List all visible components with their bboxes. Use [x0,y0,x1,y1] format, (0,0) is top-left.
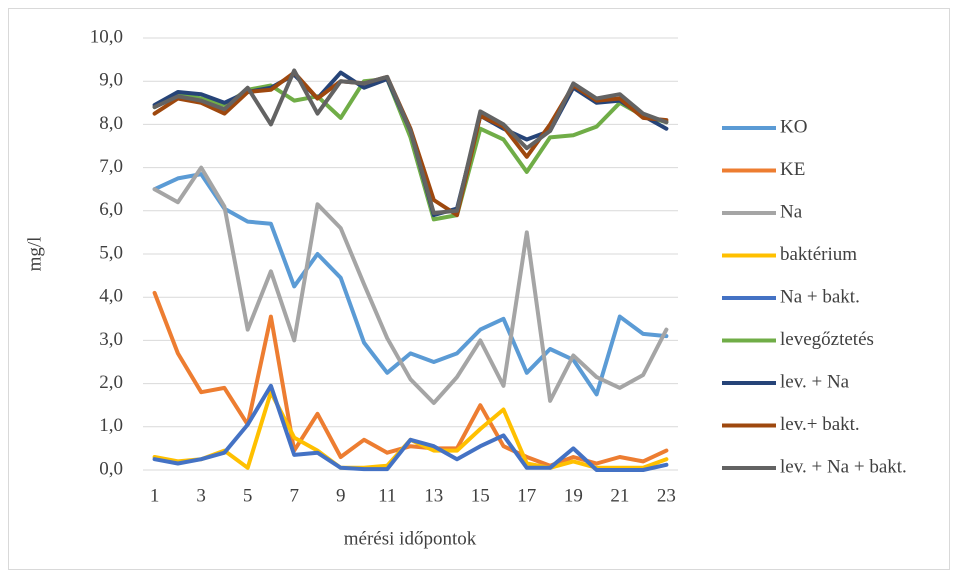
x-tick-label: 3 [196,485,206,506]
x-tick-label: 23 [657,485,676,506]
x-tick-label: 21 [610,485,629,506]
y-tick-label: 1,0 [99,415,123,436]
series-line [152,290,669,468]
y-tick-label: 5,0 [99,242,123,263]
x-tick-label: 11 [378,485,396,506]
y-tick-label: 0,0 [99,458,123,479]
legend-label: lev. + Na [780,371,850,392]
legend-label: lev. + Na + bakt. [780,456,907,477]
y-tick-label: 4,0 [99,286,123,307]
legend-label: KE [780,159,805,180]
x-tick-label: 19 [564,485,583,506]
series-line [152,165,669,405]
legend-label: lev.+ bakt. [780,414,860,435]
legend-label: baktérium [780,244,857,265]
x-tick-label: 17 [517,485,536,506]
series-line [152,383,669,472]
x-tick-label: 13 [424,485,443,506]
legend-label: Na + bakt. [780,286,860,307]
x-tick-label: 5 [243,485,253,506]
x-tick-label: 9 [336,485,346,506]
y-tick-label: 3,0 [99,329,123,350]
legend-label: Na [780,201,803,222]
y-tick-label: 7,0 [99,156,123,177]
y-axis-label: mg/l [24,237,45,272]
x-tick-label: 7 [289,485,299,506]
legend-label: KO [780,116,807,137]
series-line [152,172,669,397]
y-tick-label: 6,0 [99,199,123,220]
x-tick-label: 15 [471,485,490,506]
y-tick-label: 9,0 [99,70,123,91]
y-tick-label: 8,0 [99,113,123,134]
y-tick-label: 2,0 [99,372,123,393]
x-axis-label: mérési időpontok [344,528,477,549]
series-line [152,68,669,215]
y-tick-label: 10,0 [90,26,123,47]
legend-label: levegőztetés [780,329,874,350]
x-tick-label: 1 [150,485,160,506]
